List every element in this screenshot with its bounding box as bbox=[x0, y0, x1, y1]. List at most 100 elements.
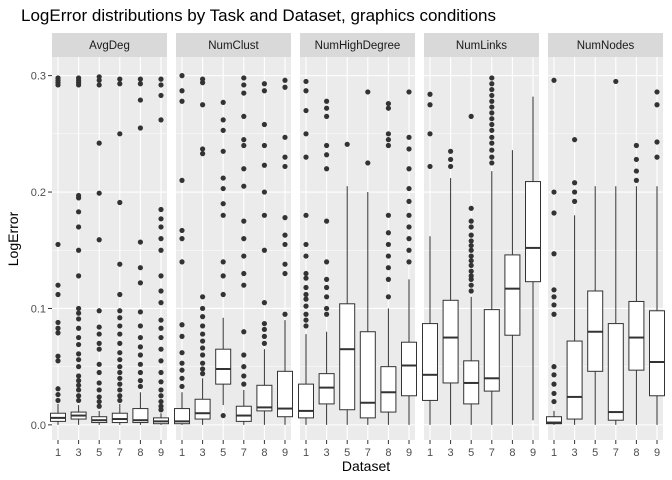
box-iqr bbox=[359, 331, 376, 419]
outlier-point bbox=[117, 199, 123, 206]
outlier-point bbox=[324, 105, 330, 111]
box-NumNodes-1 bbox=[546, 77, 562, 425]
outlier-point bbox=[572, 189, 578, 195]
facet-strip-label: NumClust bbox=[208, 40, 259, 52]
outlier-point bbox=[76, 325, 82, 331]
outlier-point bbox=[158, 117, 164, 123]
x-tick-label: 1 bbox=[551, 447, 557, 459]
box-AvgDeg-5 bbox=[91, 74, 108, 425]
outlier-point bbox=[468, 238, 474, 244]
panel-background bbox=[176, 57, 291, 440]
outlier-point bbox=[76, 351, 82, 357]
outlier-point bbox=[55, 282, 61, 288]
box-iqr bbox=[607, 323, 624, 421]
outlier-point bbox=[324, 311, 330, 317]
outlier-point bbox=[76, 75, 82, 81]
outlier-point bbox=[200, 323, 206, 329]
outlier-point bbox=[76, 247, 82, 253]
outlier-point bbox=[406, 134, 412, 140]
outlier-point bbox=[324, 166, 330, 172]
outlier-point bbox=[96, 140, 102, 146]
outlier-point bbox=[303, 107, 309, 114]
outlier-point bbox=[551, 381, 557, 387]
outlier-point bbox=[55, 391, 61, 398]
outlier-point bbox=[179, 360, 185, 366]
outlier-point bbox=[406, 166, 412, 172]
outlier-point bbox=[137, 352, 143, 358]
outlier-point bbox=[241, 381, 247, 387]
outlier-point bbox=[200, 305, 206, 312]
x-tick-label: 5 bbox=[96, 447, 102, 459]
outlier-point bbox=[572, 180, 578, 186]
outlier-point bbox=[158, 247, 164, 253]
outlier-point bbox=[220, 175, 226, 181]
box-AvgDeg-8 bbox=[132, 76, 149, 425]
outlier-point bbox=[365, 89, 371, 95]
outlier-point bbox=[137, 344, 143, 350]
outlier-point bbox=[572, 198, 578, 204]
outlier-point bbox=[654, 89, 660, 95]
outlier-point bbox=[489, 116, 495, 122]
outlier-point bbox=[200, 366, 206, 372]
x-tick-label: 5 bbox=[468, 447, 474, 459]
outlier-point bbox=[158, 224, 164, 230]
outlier-point bbox=[76, 382, 82, 388]
outlier-point bbox=[117, 315, 123, 321]
box-NumLinks-9 bbox=[525, 96, 541, 421]
outlier-point bbox=[406, 146, 412, 152]
outlier-point bbox=[200, 345, 206, 351]
outlier-point bbox=[489, 110, 495, 116]
outlier-point bbox=[385, 253, 391, 259]
outlier-point bbox=[137, 361, 143, 367]
outlier-point bbox=[76, 378, 82, 384]
x-tick-label: 8 bbox=[509, 447, 515, 459]
outlier-point bbox=[324, 284, 330, 291]
x-tick-label: 9 bbox=[530, 447, 536, 459]
outlier-point bbox=[158, 300, 164, 306]
outlier-point bbox=[613, 78, 619, 85]
outlier-point bbox=[55, 291, 61, 298]
outlier-point bbox=[137, 125, 143, 131]
box-iqr bbox=[174, 408, 190, 425]
outlier-point bbox=[261, 142, 267, 149]
outlier-point bbox=[96, 190, 102, 196]
outlier-point bbox=[117, 350, 123, 356]
outlier-point bbox=[489, 140, 495, 146]
outlier-point bbox=[551, 189, 557, 195]
outlier-point bbox=[76, 387, 82, 393]
outlier-point bbox=[427, 91, 433, 97]
facet-strip bbox=[300, 33, 415, 57]
outlier-point bbox=[406, 198, 412, 204]
outlier-point bbox=[241, 90, 247, 96]
outlier-point bbox=[385, 230, 391, 236]
facet-panel-NumClust: NumClust 1 3 5 7 8 9 bbox=[174, 33, 293, 459]
outlier-point bbox=[158, 379, 164, 385]
outlier-point bbox=[261, 88, 267, 94]
outlier-point bbox=[179, 98, 185, 104]
outlier-point bbox=[324, 276, 330, 282]
outlier-point bbox=[137, 323, 143, 329]
outlier-point bbox=[385, 131, 391, 137]
box-iqr bbox=[277, 370, 293, 418]
outlier-point bbox=[179, 367, 185, 373]
x-tick-label: 1 bbox=[179, 447, 185, 459]
outlier-point bbox=[282, 84, 288, 90]
outlier-point bbox=[55, 330, 61, 336]
outlier-point bbox=[261, 340, 267, 346]
facet-strip-label: NumLinks bbox=[456, 40, 507, 52]
outlier-point bbox=[200, 76, 206, 82]
outlier-point bbox=[137, 369, 143, 376]
outlier-point bbox=[158, 236, 164, 242]
box-NumHighDegree-7 bbox=[359, 89, 376, 425]
outlier-point bbox=[551, 210, 557, 216]
outlier-point bbox=[572, 137, 578, 143]
outlier-point bbox=[654, 154, 660, 160]
outlier-point bbox=[117, 340, 123, 346]
outlier-point bbox=[303, 317, 309, 323]
outlier-point bbox=[282, 134, 288, 140]
outlier-point bbox=[179, 383, 185, 390]
outlier-point bbox=[158, 273, 164, 279]
panel-background bbox=[424, 57, 539, 440]
outlier-point bbox=[96, 361, 102, 367]
